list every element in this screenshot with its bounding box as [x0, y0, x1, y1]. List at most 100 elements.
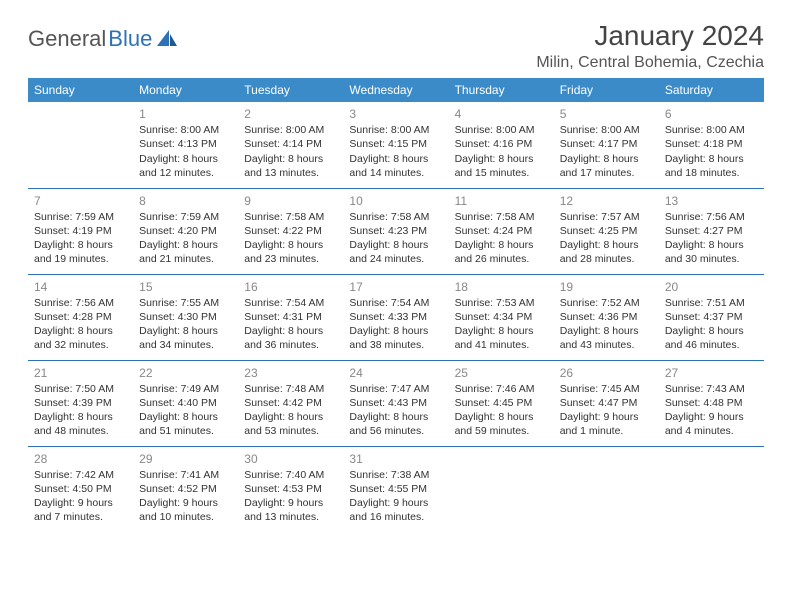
title-block: January 2024 Milin, Central Bohemia, Cze… [536, 20, 764, 72]
daylight-text: Daylight: 8 hours and 17 minutes. [560, 152, 653, 180]
day-number: 6 [665, 106, 758, 122]
calendar-week: 28Sunrise: 7:42 AMSunset: 4:50 PMDayligh… [28, 446, 764, 532]
sunrise-text: Sunrise: 8:00 AM [560, 123, 653, 137]
day-number: 3 [349, 106, 442, 122]
sunrise-text: Sunrise: 7:38 AM [349, 468, 442, 482]
day-header: Friday [554, 78, 659, 102]
day-number: 31 [349, 451, 442, 467]
daylight-text: Daylight: 9 hours and 16 minutes. [349, 496, 442, 524]
sunrise-text: Sunrise: 7:40 AM [244, 468, 337, 482]
day-number: 2 [244, 106, 337, 122]
day-number: 27 [665, 365, 758, 381]
calendar-day: 6Sunrise: 8:00 AMSunset: 4:18 PMDaylight… [659, 102, 764, 188]
brand-part2: Blue [108, 26, 152, 52]
day-number: 22 [139, 365, 232, 381]
calendar-day: 27Sunrise: 7:43 AMSunset: 4:48 PMDayligh… [659, 360, 764, 446]
calendar-day-empty [659, 446, 764, 532]
calendar-table: Sunday Monday Tuesday Wednesday Thursday… [28, 78, 764, 532]
calendar-day: 26Sunrise: 7:45 AMSunset: 4:47 PMDayligh… [554, 360, 659, 446]
day-number: 5 [560, 106, 653, 122]
calendar-week: 14Sunrise: 7:56 AMSunset: 4:28 PMDayligh… [28, 274, 764, 360]
day-number: 11 [455, 193, 548, 209]
day-number: 28 [34, 451, 127, 467]
sunset-text: Sunset: 4:16 PM [455, 137, 548, 151]
sunrise-text: Sunrise: 7:53 AM [455, 296, 548, 310]
day-number: 15 [139, 279, 232, 295]
calendar-day: 31Sunrise: 7:38 AMSunset: 4:55 PMDayligh… [343, 446, 448, 532]
daylight-text: Daylight: 8 hours and 41 minutes. [455, 324, 548, 352]
sunrise-text: Sunrise: 7:49 AM [139, 382, 232, 396]
sunrise-text: Sunrise: 7:56 AM [665, 210, 758, 224]
sunset-text: Sunset: 4:27 PM [665, 224, 758, 238]
sunrise-text: Sunrise: 7:51 AM [665, 296, 758, 310]
sunrise-text: Sunrise: 7:54 AM [349, 296, 442, 310]
calendar-day: 13Sunrise: 7:56 AMSunset: 4:27 PMDayligh… [659, 188, 764, 274]
sunrise-text: Sunrise: 7:57 AM [560, 210, 653, 224]
daylight-text: Daylight: 8 hours and 14 minutes. [349, 152, 442, 180]
sunrise-text: Sunrise: 7:46 AM [455, 382, 548, 396]
day-header: Thursday [449, 78, 554, 102]
sunset-text: Sunset: 4:40 PM [139, 396, 232, 410]
sunrise-text: Sunrise: 7:52 AM [560, 296, 653, 310]
daylight-text: Daylight: 8 hours and 34 minutes. [139, 324, 232, 352]
day-number: 29 [139, 451, 232, 467]
calendar-day: 10Sunrise: 7:58 AMSunset: 4:23 PMDayligh… [343, 188, 448, 274]
calendar-week: 21Sunrise: 7:50 AMSunset: 4:39 PMDayligh… [28, 360, 764, 446]
daylight-text: Daylight: 8 hours and 46 minutes. [665, 324, 758, 352]
day-header-row: Sunday Monday Tuesday Wednesday Thursday… [28, 78, 764, 102]
sunrise-text: Sunrise: 7:54 AM [244, 296, 337, 310]
daylight-text: Daylight: 8 hours and 19 minutes. [34, 238, 127, 266]
daylight-text: Daylight: 8 hours and 38 minutes. [349, 324, 442, 352]
calendar-week: 7Sunrise: 7:59 AMSunset: 4:19 PMDaylight… [28, 188, 764, 274]
sunset-text: Sunset: 4:24 PM [455, 224, 548, 238]
daylight-text: Daylight: 9 hours and 10 minutes. [139, 496, 232, 524]
calendar-day: 20Sunrise: 7:51 AMSunset: 4:37 PMDayligh… [659, 274, 764, 360]
calendar-day: 15Sunrise: 7:55 AMSunset: 4:30 PMDayligh… [133, 274, 238, 360]
calendar-day: 24Sunrise: 7:47 AMSunset: 4:43 PMDayligh… [343, 360, 448, 446]
daylight-text: Daylight: 8 hours and 51 minutes. [139, 410, 232, 438]
sunrise-text: Sunrise: 7:56 AM [34, 296, 127, 310]
sunrise-text: Sunrise: 7:41 AM [139, 468, 232, 482]
daylight-text: Daylight: 8 hours and 28 minutes. [560, 238, 653, 266]
daylight-text: Daylight: 8 hours and 56 minutes. [349, 410, 442, 438]
sunset-text: Sunset: 4:18 PM [665, 137, 758, 151]
day-number: 25 [455, 365, 548, 381]
daylight-text: Daylight: 9 hours and 7 minutes. [34, 496, 127, 524]
daylight-text: Daylight: 8 hours and 36 minutes. [244, 324, 337, 352]
daylight-text: Daylight: 9 hours and 13 minutes. [244, 496, 337, 524]
sunset-text: Sunset: 4:15 PM [349, 137, 442, 151]
day-number: 24 [349, 365, 442, 381]
sunset-text: Sunset: 4:17 PM [560, 137, 653, 151]
day-number: 10 [349, 193, 442, 209]
calendar-day: 28Sunrise: 7:42 AMSunset: 4:50 PMDayligh… [28, 446, 133, 532]
sunrise-text: Sunrise: 8:00 AM [455, 123, 548, 137]
calendar-day: 4Sunrise: 8:00 AMSunset: 4:16 PMDaylight… [449, 102, 554, 188]
day-number: 1 [139, 106, 232, 122]
calendar-day: 30Sunrise: 7:40 AMSunset: 4:53 PMDayligh… [238, 446, 343, 532]
sunrise-text: Sunrise: 7:48 AM [244, 382, 337, 396]
sunrise-text: Sunrise: 7:58 AM [349, 210, 442, 224]
calendar-day: 1Sunrise: 8:00 AMSunset: 4:13 PMDaylight… [133, 102, 238, 188]
sunset-text: Sunset: 4:48 PM [665, 396, 758, 410]
calendar-day: 17Sunrise: 7:54 AMSunset: 4:33 PMDayligh… [343, 274, 448, 360]
calendar-day: 18Sunrise: 7:53 AMSunset: 4:34 PMDayligh… [449, 274, 554, 360]
day-number: 19 [560, 279, 653, 295]
daylight-text: Daylight: 8 hours and 12 minutes. [139, 152, 232, 180]
day-number: 13 [665, 193, 758, 209]
sunset-text: Sunset: 4:53 PM [244, 482, 337, 496]
sunset-text: Sunset: 4:55 PM [349, 482, 442, 496]
sunrise-text: Sunrise: 7:59 AM [34, 210, 127, 224]
sunset-text: Sunset: 4:22 PM [244, 224, 337, 238]
calendar-day-empty [554, 446, 659, 532]
day-number: 9 [244, 193, 337, 209]
sunrise-text: Sunrise: 8:00 AM [139, 123, 232, 137]
daylight-text: Daylight: 8 hours and 26 minutes. [455, 238, 548, 266]
daylight-text: Daylight: 8 hours and 32 minutes. [34, 324, 127, 352]
sunrise-text: Sunrise: 8:00 AM [244, 123, 337, 137]
calendar-day-empty [28, 102, 133, 188]
header: GeneralBlue January 2024 Milin, Central … [28, 20, 764, 72]
sunset-text: Sunset: 4:42 PM [244, 396, 337, 410]
sunrise-text: Sunrise: 8:00 AM [665, 123, 758, 137]
sunset-text: Sunset: 4:45 PM [455, 396, 548, 410]
sunrise-text: Sunrise: 8:00 AM [349, 123, 442, 137]
